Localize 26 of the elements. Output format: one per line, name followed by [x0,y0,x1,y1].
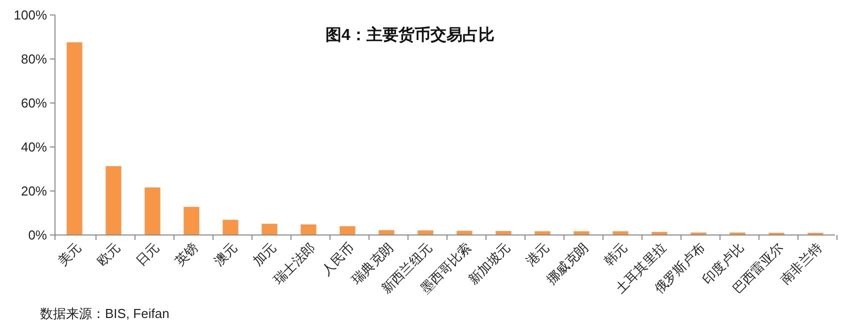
text: 图4：主要货币交易占比 [326,25,494,44]
y-tick-label: 80% [20,52,48,67]
x-tick-label: 韩元 [600,240,630,269]
y-tick-label: 20% [20,184,48,199]
bar [222,220,238,235]
y-tick-label: 0% [28,228,48,243]
bar [184,206,200,235]
x-tick-label: 澳元 [210,240,240,269]
bar [378,230,394,235]
bar [66,42,82,235]
x-tick-label: 加元 [250,240,279,269]
bar [496,231,512,235]
y-tick-label: 100% [14,8,48,23]
x-tick-label: 英镑 [172,240,201,269]
x-tick-label: 欧元 [94,240,123,269]
bar [262,224,278,235]
y-tick-label: 40% [20,140,48,155]
x-tick-label: 日元 [132,240,162,269]
bar [144,187,160,235]
x-tick-label: 美元 [54,240,84,269]
y-tick-label: 60% [20,96,48,111]
source-note: 数据来源：BIS, Feifan [40,306,170,321]
bar [340,226,356,235]
bar [300,224,316,235]
bar [106,166,122,235]
x-tick-label: 港元 [522,240,552,269]
